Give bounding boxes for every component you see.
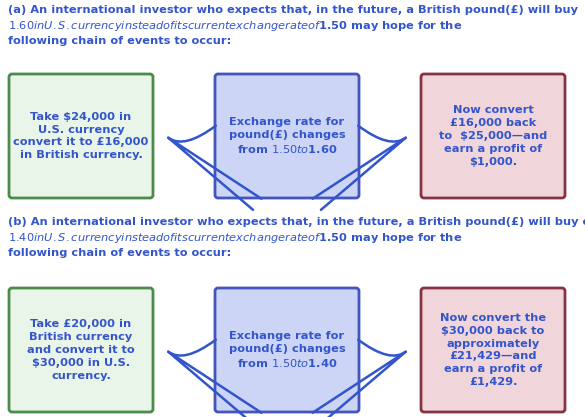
- Text: Exchange rate for
pound(£) changes
from $1.50 to $1.40: Exchange rate for pound(£) changes from …: [229, 331, 345, 369]
- Text: Exchange rate for
pound(£) changes
from $1.50 to $1.60: Exchange rate for pound(£) changes from …: [229, 117, 345, 155]
- FancyBboxPatch shape: [215, 288, 359, 412]
- Text: Now convert
£16,000 back
to  $25,000—and
earn a profit of
$1,000.: Now convert £16,000 back to $25,000—and …: [439, 106, 547, 167]
- FancyBboxPatch shape: [421, 288, 565, 412]
- Text: Take £20,000 in
British currency
and convert it to
$30,000 in U.S.
currency.: Take £20,000 in British currency and con…: [27, 319, 135, 381]
- FancyBboxPatch shape: [215, 74, 359, 198]
- Text: (b) An international investor who expects that, in the future, a British pound(£: (b) An international investor who expect…: [8, 217, 585, 258]
- FancyBboxPatch shape: [9, 288, 153, 412]
- Text: (a) An international investor who expects that, in the future, a British pound(£: (a) An international investor who expect…: [8, 5, 578, 46]
- Text: Now convert the
$30,000 back to
approximately
£21,429—and
earn a profit of
£1,42: Now convert the $30,000 back to approxim…: [440, 313, 546, 387]
- FancyBboxPatch shape: [9, 74, 153, 198]
- FancyBboxPatch shape: [421, 74, 565, 198]
- Text: Take $24,000 in
U.S. currency
convert it to £16,000
in British currency.: Take $24,000 in U.S. currency convert it…: [13, 112, 149, 160]
